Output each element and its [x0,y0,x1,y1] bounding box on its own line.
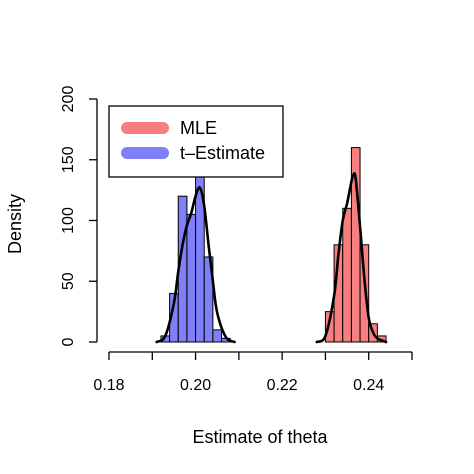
histogram-bar [212,329,223,343]
density-curve-0 [315,172,388,344]
legend-label: t–Estimate [180,143,265,163]
x-tick-label: 0.20 [180,377,211,394]
histogram-bar [359,244,370,343]
y-axis-title: Density [5,194,25,254]
y-tick-label: 50 [60,272,77,290]
histogram-bar [342,207,352,343]
legend-label: MLE [180,118,217,138]
y-axis: 0 50 100 150 200 [60,86,98,346]
y-tick-label: 100 [60,207,77,234]
x-tick-label: 0.18 [93,377,124,394]
y-tick-label: 200 [60,86,77,113]
x-axis: 0.18 0.20 0.22 0.24 [93,351,413,394]
histogram-bar [186,213,197,343]
legend-box [108,105,284,178]
plot-area [155,147,388,344]
x-tick-label: 0.22 [267,377,298,394]
y-tick-label: 150 [60,146,77,173]
y-tick-label: 0 [60,337,77,346]
x-axis-title: Estimate of theta [192,427,328,447]
histogram-bar [203,256,214,343]
density-curve-1 [155,186,236,344]
legend: MLE t–Estimate [108,105,284,178]
x-tick-label: 0.24 [353,377,384,394]
